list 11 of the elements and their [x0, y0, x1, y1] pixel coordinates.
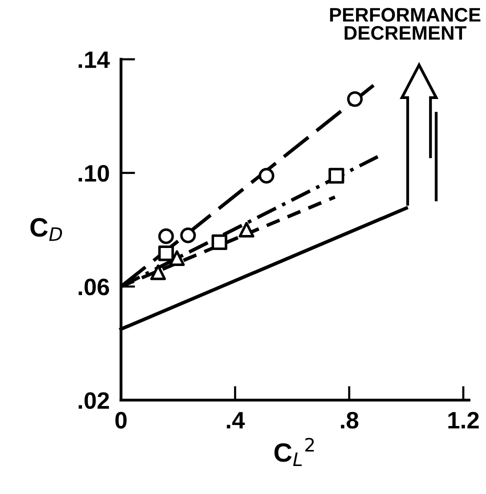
text: PERFORMANCE DECREMENT — [330, 8, 480, 40]
y-tick-label: .02 — [78, 392, 109, 409]
x-tick-label: .8 — [340, 412, 358, 429]
y-tick-label: .10 — [78, 164, 109, 182]
y-axis-title: C$_{D}$ — [30, 218, 62, 241]
x-tick-label: 1.2 — [448, 412, 479, 428]
y-tick-label: .14 — [78, 52, 110, 68]
x-tick-label: .4 — [226, 412, 245, 428]
y-tick-label: .06 — [78, 278, 110, 296]
x-axis-title: C$_{L}$$^{2}$ — [274, 438, 314, 466]
x-tick-label: 0 — [115, 412, 127, 429]
